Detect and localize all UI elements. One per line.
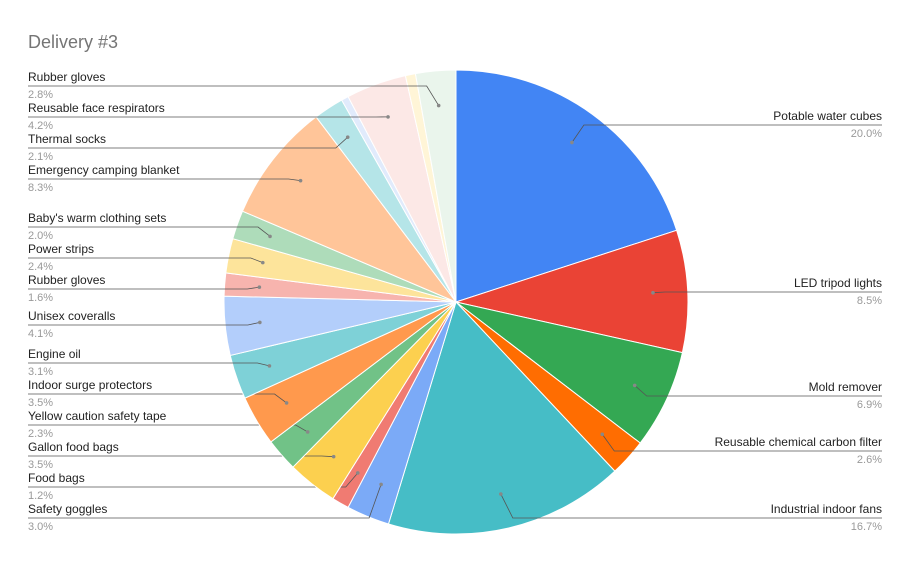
slice-label: Power strips <box>28 242 94 256</box>
leader-line <box>601 434 882 452</box>
slice-value-label: 16.7% <box>851 521 882 533</box>
leader-dot <box>632 383 637 388</box>
leader-line <box>634 385 882 397</box>
leader-line <box>28 136 349 149</box>
slice-value-label: 1.2% <box>28 490 53 502</box>
leader-dot <box>267 364 272 368</box>
slice-label: Reusable face respirators <box>28 101 165 115</box>
pie-slice <box>454 229 689 354</box>
slice-value-label: 1.6% <box>28 292 53 304</box>
leader-dot <box>600 432 605 437</box>
slice-value-label: 2.6% <box>857 454 882 466</box>
slice-value-label: 2.0% <box>28 230 53 242</box>
leader-dot <box>258 320 262 325</box>
slice-label: Emergency camping blanket <box>28 163 180 177</box>
pie-slice <box>387 301 616 535</box>
leader-line <box>28 85 440 106</box>
leader-dot <box>260 260 265 265</box>
slice-value-label: 4.1% <box>28 328 53 340</box>
slice-label: Engine oil <box>28 347 81 361</box>
slice-value-label: 2.8% <box>28 89 53 101</box>
leader-dot <box>436 103 441 108</box>
slice-label: Baby's warm clothing sets <box>28 211 166 225</box>
slice-label: Potable water cubes <box>773 109 882 123</box>
slice-value-label: 8.5% <box>857 295 882 307</box>
leader-dot <box>257 285 262 289</box>
leader-dot <box>284 401 289 405</box>
slice-label: Yellow caution safety tape <box>28 409 167 423</box>
slice-label: Rubber gloves <box>28 70 105 84</box>
leader-dot <box>355 471 360 475</box>
leader-line <box>28 286 260 290</box>
slice-value-label: 20.0% <box>851 128 882 140</box>
leader-dot <box>345 135 350 139</box>
leader-line <box>28 322 260 326</box>
slice-value-label: 6.9% <box>857 399 882 411</box>
leader-dot <box>651 290 655 295</box>
slice-label: Unisex coveralls <box>28 309 115 323</box>
leader-line <box>28 424 308 433</box>
pie-slice <box>414 69 457 303</box>
leader-line <box>500 493 882 519</box>
leader-line <box>652 291 882 294</box>
slice-label: Reusable chemical carbon filter <box>715 435 882 449</box>
leader-dot <box>570 140 574 145</box>
leader-dot <box>268 234 272 239</box>
leader-line <box>571 124 882 143</box>
slice-value-label: 2.1% <box>28 151 53 163</box>
slice-label: LED tripod lights <box>794 276 882 290</box>
leader-dot <box>386 115 390 119</box>
slice-label: Indoor surge protectors <box>28 378 152 392</box>
slice-value-label: 3.0% <box>28 521 53 533</box>
leader-line <box>28 226 271 237</box>
leader-dot <box>379 482 383 487</box>
slice-value-label: 3.5% <box>28 397 53 409</box>
leader-line <box>28 393 287 404</box>
slice-label: Industrial indoor fans <box>771 502 882 516</box>
pie-slice <box>455 69 678 303</box>
slice-label: Gallon food bags <box>28 440 119 454</box>
leader-line <box>28 472 359 488</box>
slice-label: Food bags <box>28 471 85 485</box>
slice-value-label: 2.4% <box>28 261 53 273</box>
leader-line <box>28 362 270 367</box>
leader-dot <box>305 430 310 434</box>
chart-title: Delivery #3 <box>28 32 118 52</box>
leader-dot <box>499 492 503 496</box>
pie-slice <box>241 116 458 304</box>
slice-value-label: 3.5% <box>28 459 53 471</box>
leader-dot <box>298 178 303 183</box>
leader-line <box>28 257 263 263</box>
slice-label: Mold remover <box>809 380 882 394</box>
leader-dot <box>331 454 336 459</box>
leader-line <box>28 455 334 458</box>
slice-value-label: 3.1% <box>28 366 53 378</box>
slice-label: Thermal socks <box>28 132 106 146</box>
slice-label: Rubber gloves <box>28 273 105 287</box>
slice-value-label: 8.3% <box>28 182 53 194</box>
slice-label: Safety goggles <box>28 502 107 516</box>
leader-line <box>28 484 382 519</box>
slice-value-label: 2.3% <box>28 428 53 440</box>
leader-line <box>28 178 301 182</box>
slice-value-label: 4.2% <box>28 120 53 132</box>
